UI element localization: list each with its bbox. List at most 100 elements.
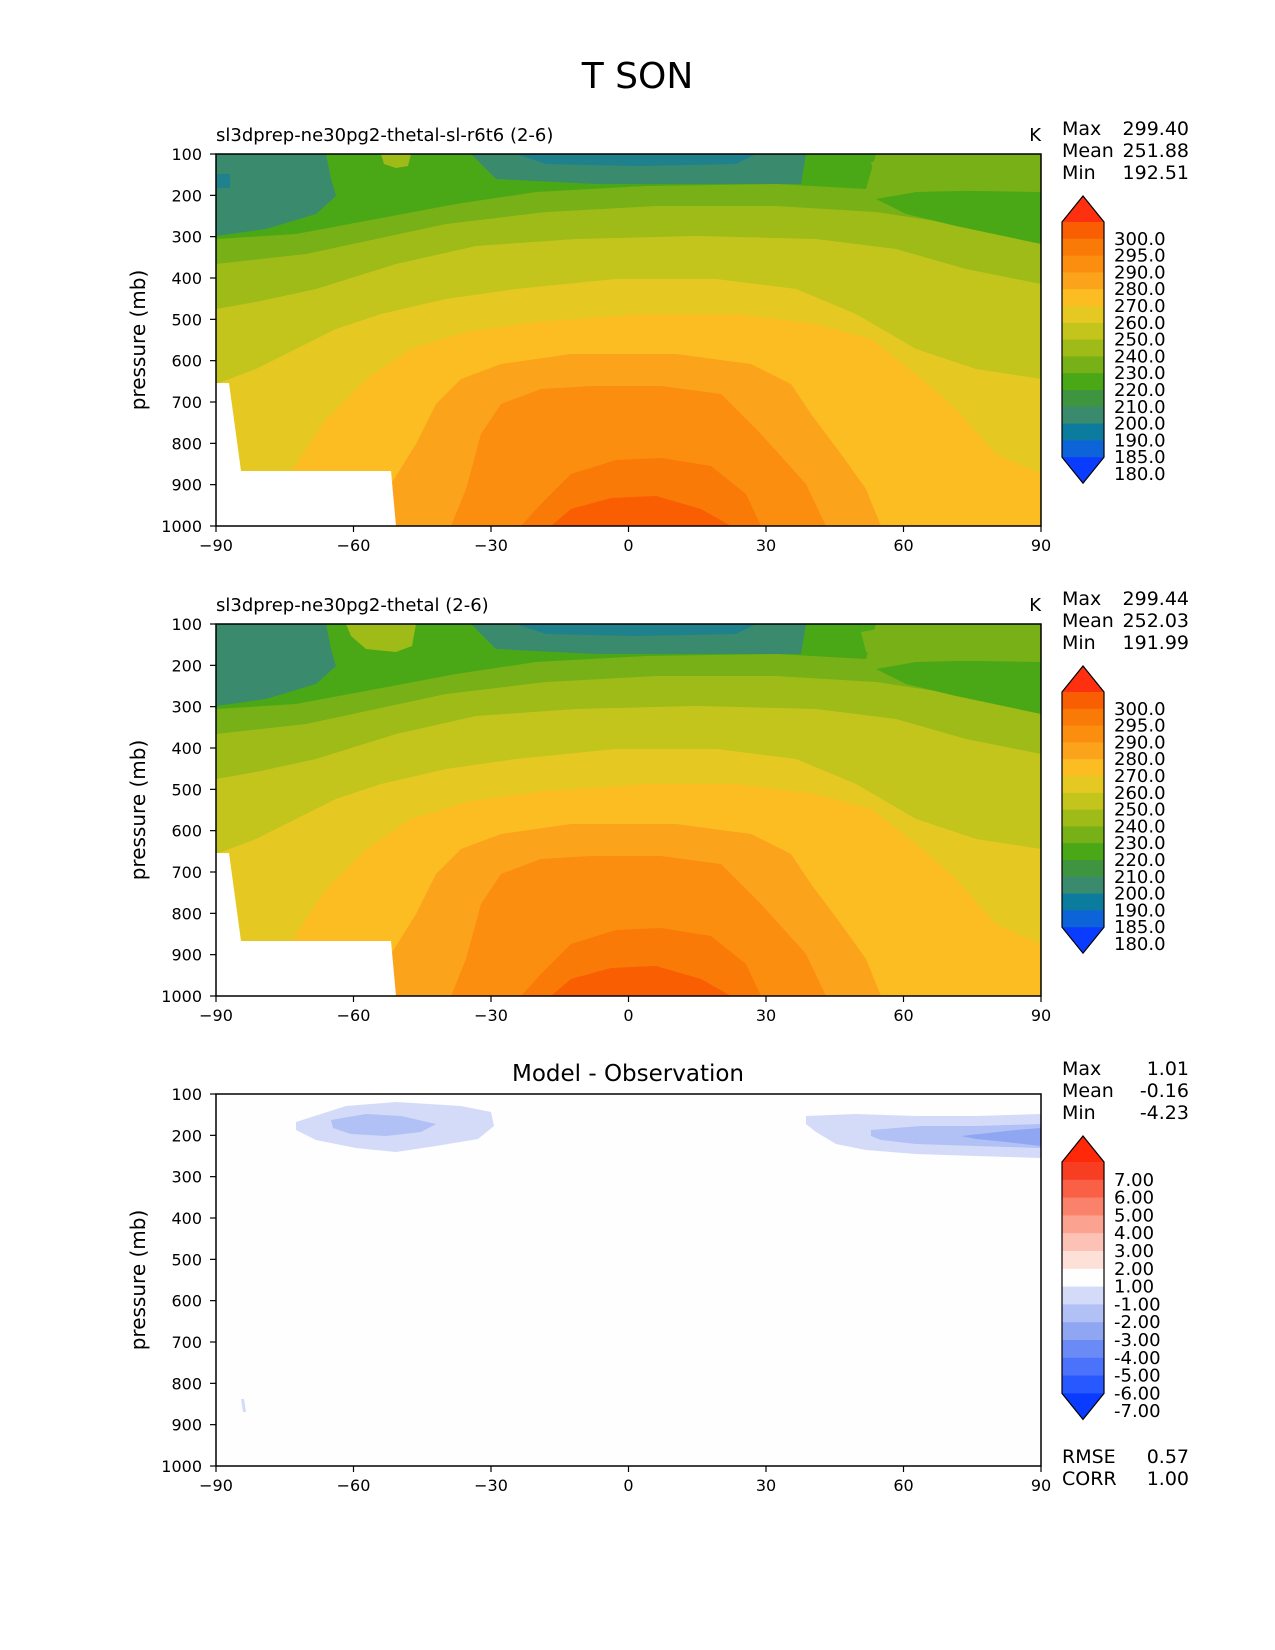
panel-2-max-value: 299.44	[1123, 588, 1189, 610]
colorbar-band	[1062, 356, 1104, 374]
panel-3-min-value: -4.23	[1140, 1102, 1189, 1124]
colorbar-band	[1062, 373, 1104, 391]
colorbar-level-label: 2.00	[1114, 1259, 1154, 1280]
colorbar-level-label: 270.0	[1114, 296, 1166, 317]
x-tick-label: 0	[623, 1476, 633, 1495]
diff-band-neg1-antarctic	[241, 1399, 246, 1412]
colorbar-level-label: -6.00	[1114, 1383, 1161, 1404]
colorbar-level-label: 180.0	[1114, 934, 1166, 955]
colorbar-extend-max	[1062, 666, 1104, 692]
panel-1-min-label: Min	[1062, 162, 1096, 184]
colorbar-band	[1062, 910, 1104, 928]
colorbar-level-label: 300.0	[1114, 229, 1166, 250]
y-tick-label: 1000	[161, 987, 202, 1006]
colorbar-outline	[1061, 195, 1105, 485]
panel-1-subtitle: sl3dprep-ne30pg2-thetal-sl-r6t6 (2-6)	[216, 125, 553, 146]
panel-2-min-value: 191.99	[1123, 632, 1189, 654]
colorbar-level-label: 190.0	[1114, 430, 1166, 451]
panel-3-ylabel: pressure (mb)	[126, 1210, 150, 1351]
colorbar-band	[1062, 1304, 1104, 1323]
colorbar-band	[1062, 776, 1104, 794]
panel-1-stats: Max 299.40 Mean 251.88 Min 192.51	[1062, 118, 1189, 184]
colorbar-band	[1062, 289, 1104, 307]
colorbar-band	[1062, 809, 1104, 827]
panel-3-colorbar: 7.006.005.004.003.002.001.00-1.00-2.00-3…	[1061, 1135, 1161, 1422]
panel-1-x-axis: −90 −60 −30 0 30 60 90	[199, 526, 1051, 555]
colorbar-band	[1062, 406, 1104, 425]
colorbar-level-label: 7.00	[1114, 1170, 1154, 1191]
x-tick-label: −60	[337, 1476, 371, 1495]
band-230-ne	[871, 154, 1041, 192]
colorbar-band	[1062, 1162, 1104, 1181]
panel-2-ylabel: pressure (mb)	[126, 740, 150, 881]
panel-2-mean-value: 252.03	[1123, 610, 1189, 632]
rmse-label: RMSE	[1062, 1446, 1116, 1468]
colorbar-level-label: -5.00	[1114, 1366, 1161, 1387]
y-tick-label: 1000	[161, 517, 202, 536]
panel-model-1: sl3dprep-ne30pg2-thetal-sl-r6t6 (2-6) K	[126, 118, 1189, 555]
colorbar-level-label: 210.0	[1114, 397, 1166, 418]
band-230-patch	[381, 154, 411, 168]
colorbar-level-label: -4.00	[1114, 1348, 1161, 1369]
x-tick-label: −90	[199, 1006, 233, 1025]
diff-band-neg2-nh	[871, 1124, 1041, 1148]
colorbar-band	[1062, 1251, 1104, 1270]
x-tick-label: 30	[756, 536, 776, 555]
panel-1-ylabel: pressure (mb)	[126, 270, 150, 411]
band-230-ne	[861, 624, 1041, 662]
topography-mask	[216, 853, 396, 996]
colorbar-band	[1062, 708, 1104, 727]
y-tick-label: 500	[171, 310, 202, 329]
panel-2-subtitle: sl3dprep-ne30pg2-thetal (2-6)	[216, 595, 489, 616]
band-210	[216, 624, 336, 706]
colorbar-level-label: 240.0	[1114, 816, 1166, 837]
panel-2-x-axis: −90 −60 −30 0 30 60 90	[199, 996, 1051, 1025]
diff-band-neg3-nh	[961, 1128, 1041, 1146]
y-tick-label: 700	[171, 863, 202, 882]
colorbar-band	[1062, 1197, 1104, 1216]
y-tick-label: 900	[171, 1416, 202, 1435]
colorbar-level-label: 1.00	[1114, 1277, 1154, 1298]
x-tick-label: −30	[474, 536, 508, 555]
rmse-value: 0.57	[1147, 1446, 1189, 1468]
panel-model-2: sl3dprep-ne30pg2-thetal (2-6) K	[126, 588, 1189, 1025]
colorbar-band	[1062, 826, 1104, 844]
y-tick-label: 400	[171, 739, 202, 758]
y-tick-label: 300	[171, 228, 202, 247]
colorbar-level-label: 270.0	[1114, 766, 1166, 787]
colorbar-level-label: 200.0	[1114, 414, 1166, 435]
colorbar-level-label: 200.0	[1114, 884, 1166, 905]
colorbar-band	[1062, 1268, 1104, 1288]
panel-3-stats: Max 1.01 Mean -0.16 Min -4.23	[1062, 1058, 1189, 1124]
colorbar-extend-max	[1062, 1136, 1104, 1162]
colorbar-level-label: 290.0	[1114, 262, 1166, 283]
colorbar-extend-min	[1062, 1393, 1104, 1420]
panel-1-colorbar: 300.0295.0290.0280.0270.0260.0250.0240.0…	[1061, 195, 1166, 485]
y-tick-label: 300	[171, 1168, 202, 1187]
panel-difference: Model - Observation −90 −60 −30 0 30 60 90 100…	[126, 1058, 1189, 1495]
colorbar-extend-min	[1062, 927, 1104, 954]
diff-band-neg2-sh	[331, 1114, 436, 1136]
band-295	[551, 966, 731, 996]
x-tick-label: −90	[199, 1476, 233, 1495]
colorbar-extend-min	[1062, 457, 1104, 484]
panel-1-field	[216, 154, 1041, 526]
panel-1-mean-value: 251.88	[1123, 140, 1189, 162]
x-tick-label: 60	[893, 1476, 913, 1495]
colorbar-level-label: 180.0	[1114, 464, 1166, 485]
colorbar-band	[1062, 759, 1104, 777]
colorbar-level-label: 230.0	[1114, 833, 1166, 854]
band-210	[216, 154, 336, 236]
y-tick-label: 800	[171, 434, 202, 453]
colorbar-level-label: 295.0	[1114, 716, 1166, 737]
x-tick-label: 90	[1031, 1006, 1051, 1025]
colorbar-band	[1062, 440, 1104, 458]
panel-2-units: K	[1029, 595, 1042, 616]
x-tick-label: 60	[893, 536, 913, 555]
colorbar-band	[1062, 1286, 1104, 1305]
corr-label: CORR	[1062, 1468, 1117, 1490]
panel-2-field	[216, 624, 1041, 996]
colorbar-level-label: 250.0	[1114, 330, 1166, 351]
y-tick-label: 700	[171, 393, 202, 412]
